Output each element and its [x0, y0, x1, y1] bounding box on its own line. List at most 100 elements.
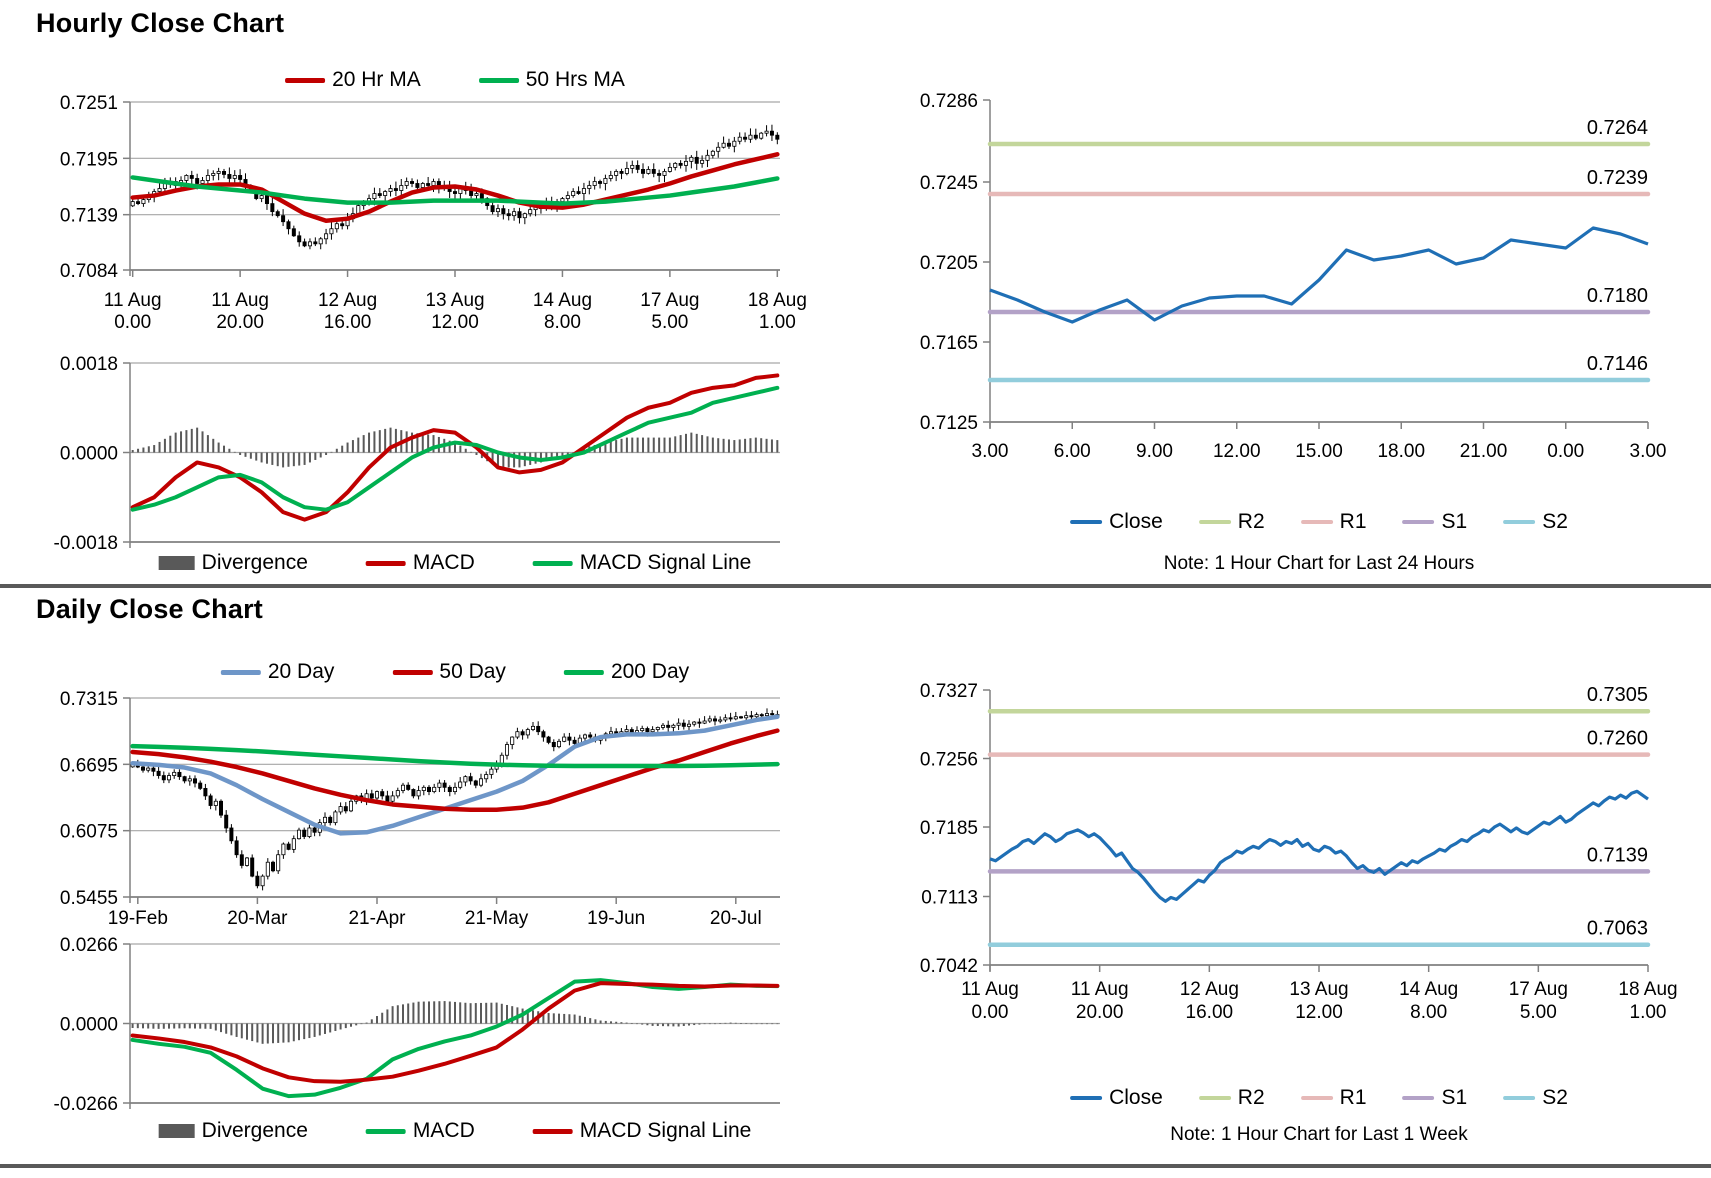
- hourly-price-legend: 20 Hr MA 50 Hrs MA: [285, 68, 625, 92]
- divergence-bar: [344, 1023, 347, 1029]
- divergence-bar: [578, 1015, 581, 1024]
- candle: [645, 728, 650, 733]
- candle: [692, 721, 697, 725]
- candle: [369, 793, 374, 799]
- candle: [377, 193, 382, 196]
- candle: [635, 164, 640, 170]
- divergence-bar: [539, 452, 542, 463]
- legend-label: Divergence: [201, 551, 308, 574]
- divergence-bar: [518, 452, 521, 468]
- candle: [411, 789, 416, 797]
- candle: [512, 211, 517, 217]
- divergence-bar: [480, 452, 483, 459]
- legend-item: S2: [1503, 510, 1568, 534]
- divergence-bar: [609, 441, 612, 453]
- divergence-bar: [708, 1023, 711, 1025]
- tick-label: 11 Aug: [211, 290, 269, 311]
- candle: [608, 175, 613, 179]
- candle: [504, 744, 509, 756]
- divergence-bar: [173, 1023, 176, 1029]
- close-line: [989, 226, 1649, 324]
- pivot-24h-note: Note: 1 Hour Chart for Last 24 Hours: [1163, 553, 1475, 574]
- legend-item: MACD: [365, 551, 475, 575]
- divergence-bar: [485, 1002, 488, 1024]
- tick-label: 21-May: [465, 908, 529, 929]
- divergence-bar: [188, 1023, 191, 1029]
- tick-label: 0.7084: [60, 261, 119, 282]
- tick-label: 0.7305: [1587, 684, 1648, 706]
- divergence-bar: [194, 1023, 196, 1029]
- tick-label: 0.0018: [60, 354, 118, 375]
- legend-label: 50 Day: [439, 660, 506, 683]
- divergence-bar: [556, 452, 559, 459]
- divergence-bar: [357, 437, 360, 453]
- divergence-bar: [362, 435, 365, 453]
- tick-label: 0.6695: [60, 755, 118, 776]
- divergence-bar: [765, 438, 768, 453]
- divergence-bar: [573, 1014, 576, 1024]
- candle: [224, 814, 229, 829]
- divergence-bar: [674, 436, 677, 453]
- tick-label: 0.7185: [920, 818, 978, 839]
- divergence-bar: [615, 440, 618, 453]
- tick-label: 8.00: [544, 312, 581, 333]
- divergence-bar: [228, 448, 231, 453]
- candle: [764, 130, 769, 134]
- tick-label: 0.7180: [1587, 285, 1648, 307]
- tick-label: 0.7139: [60, 206, 118, 227]
- series-20-hr-ma: [130, 152, 780, 223]
- divergence-bar: [185, 430, 188, 453]
- divergence-bar: [199, 1023, 202, 1029]
- candle: [536, 725, 541, 733]
- divergence-bar: [214, 1023, 217, 1031]
- candle: [560, 198, 565, 202]
- divergence-bar: [490, 1002, 493, 1024]
- divergence-bar: [532, 1010, 534, 1024]
- divergence-bar: [688, 1023, 690, 1026]
- divergence-bar: [542, 1012, 545, 1024]
- divergence-bar: [318, 1023, 321, 1036]
- candle: [385, 795, 390, 802]
- candle: [603, 178, 608, 184]
- candle: [517, 211, 522, 219]
- legend-label: 200 Day: [610, 660, 690, 683]
- divergence-bar: [729, 1022, 732, 1024]
- candle: [676, 722, 681, 726]
- candle: [726, 142, 731, 147]
- candle: [572, 739, 577, 744]
- divergence-bar: [760, 1023, 763, 1025]
- divergence-bar: [235, 1023, 238, 1037]
- divergence-bar: [209, 1023, 212, 1029]
- tick-label: 17 Aug: [640, 290, 699, 311]
- candle: [759, 132, 764, 139]
- candle: [281, 843, 286, 856]
- divergence-bar: [378, 430, 381, 453]
- candle: [200, 180, 205, 184]
- candle: [687, 723, 692, 727]
- candle: [697, 721, 702, 724]
- tick-label: 13 Aug: [1289, 979, 1348, 1000]
- candle: [753, 134, 758, 139]
- tick-label: 11 Aug: [1071, 979, 1129, 1000]
- pivot_24h-plot: 0.7286 0.7245 0.7205 0.7165 0.7125 0.7264 0.72…: [920, 91, 1667, 462]
- divergence-bar: [727, 439, 730, 453]
- tick-label: 21.00: [1460, 441, 1508, 462]
- close-swatch: [1070, 520, 1103, 524]
- legend-item: Divergence: [158, 1119, 308, 1143]
- hourly_macd-plot: 0.0018 0.0000 -0.0018: [54, 354, 780, 554]
- candle: [525, 729, 530, 736]
- legend-item: MACD: [365, 1119, 475, 1143]
- divergence-bar: [196, 427, 199, 453]
- divergence-bar: [386, 1009, 389, 1024]
- candle: [640, 728, 645, 732]
- divergence-bar: [656, 1023, 659, 1027]
- candle: [541, 731, 546, 738]
- candle: [576, 191, 581, 194]
- divergence-bar: [604, 442, 607, 453]
- divergence-bar: [376, 1016, 378, 1024]
- candle: [291, 838, 296, 850]
- pivot-24h-legend: Close R2 R1 S1 S2: [1070, 510, 1568, 534]
- candle: [705, 154, 710, 161]
- candle: [198, 782, 203, 789]
- legend-item: Divergence: [158, 551, 308, 575]
